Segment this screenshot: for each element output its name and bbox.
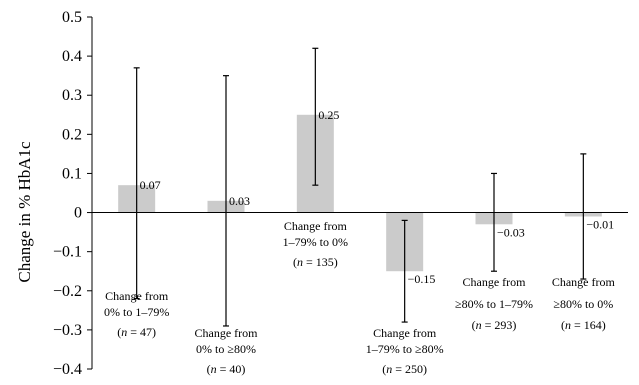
data-label: 0.07 (140, 178, 161, 192)
y-tick-label: 0.3 (62, 87, 82, 104)
y-tick-label: 0 (74, 205, 82, 222)
sample-size-label: (n = 47) (117, 325, 156, 339)
y-tick-label: 0.1 (62, 165, 82, 182)
category-label: Change from (195, 326, 259, 340)
y-axis-label: Change in % HbA1c (15, 141, 34, 283)
y-tick-label: 0.2 (62, 126, 82, 143)
category-label: Change from (284, 219, 348, 233)
y-tick-label: −0.3 (53, 322, 82, 339)
y-axis: −0.4 −0.3 −0.2 −0.1 0 0.1 0.2 0.3 0.4 0.5 (53, 9, 93, 378)
category-label: Change from (373, 326, 437, 340)
sample-size-label: (n = 250) (382, 362, 427, 376)
bars-group (118, 114, 602, 272)
y-tick-label: −0.2 (53, 283, 82, 300)
y-tick-label: −0.1 (53, 244, 82, 261)
category-label: Change from (463, 275, 527, 289)
category-label: 1–79% to ≥80% (366, 342, 444, 356)
sample-size-label: (n = 164) (561, 318, 606, 332)
y-tick-label: −0.4 (53, 361, 82, 378)
y-tick-label: 0.4 (62, 48, 82, 65)
category-label: Change from (105, 289, 169, 303)
category-label: 0% to 1–79% (104, 305, 169, 319)
category-labels-group: Change from 0% to 1–79% (n = 47) Change fro… (104, 219, 615, 376)
category-label: ≥80% to 0% (553, 297, 613, 311)
category-label: 1–79% to 0% (283, 235, 348, 249)
data-label: −0.15 (408, 272, 436, 286)
data-label: 0.25 (318, 108, 339, 122)
category-label: Change from (552, 275, 616, 289)
sample-size-label: (n = 40) (207, 362, 246, 376)
category-label: 0% to ≥80% (196, 342, 256, 356)
error-bars-group (133, 47, 587, 327)
category-label: ≥80% to 1–79% (455, 297, 533, 311)
sample-size-label: (n = 293) (472, 318, 517, 332)
data-label: −0.01 (586, 217, 614, 231)
data-label: 0.03 (229, 194, 250, 208)
sample-size-label: (n = 135) (293, 255, 338, 269)
data-label: −0.03 (497, 225, 525, 239)
data-labels-group: 0.07 0.03 0.25 −0.15 −0.03 −0.01 (140, 108, 614, 286)
y-tick-label: 0.5 (62, 9, 82, 26)
